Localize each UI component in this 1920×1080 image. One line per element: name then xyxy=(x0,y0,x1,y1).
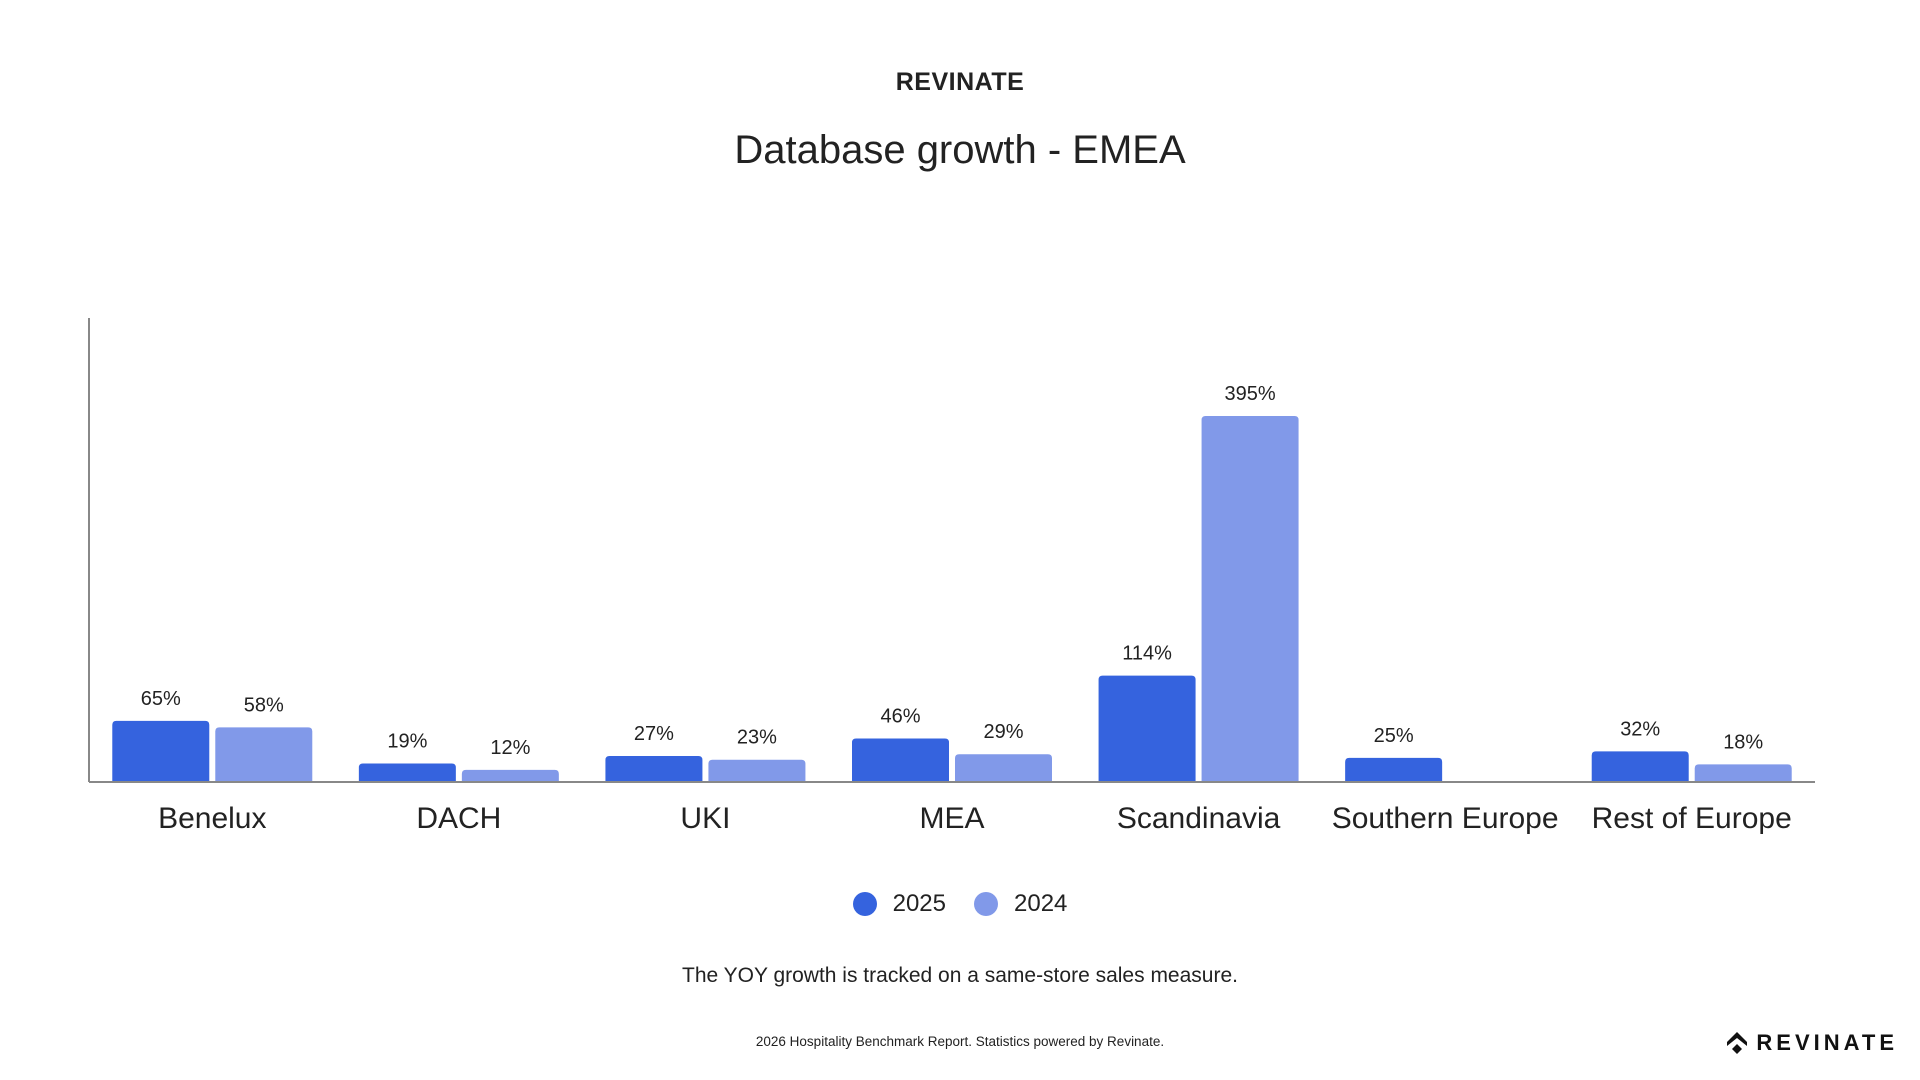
revinate-logo: REVINATE xyxy=(1726,1030,1898,1056)
bar-rest-of-europe-2025[interactable] xyxy=(1591,751,1689,781)
value-label-benelux-2025: 65% xyxy=(141,688,181,710)
bar-uki-2024[interactable] xyxy=(708,759,806,781)
value-label-rest-of-europe-2025: 32% xyxy=(1620,718,1660,740)
category-label-uki: UKI xyxy=(680,802,730,835)
value-label-mea-2025: 46% xyxy=(880,705,920,727)
legend-item-2024[interactable]: 2024 xyxy=(974,890,1067,918)
bar-mea-2025[interactable] xyxy=(852,738,949,781)
chart-title: Database growth - EMEA xyxy=(734,128,1186,172)
bar-southern-europe-2025[interactable] xyxy=(1345,757,1443,781)
brand-heading: REVINATE xyxy=(895,68,1025,96)
category-label-dach: DACH xyxy=(416,802,501,835)
value-label-mea-2024: 29% xyxy=(983,721,1023,743)
value-labels-layer: 65% 58% 19% 12% 27% 23% 46% 29% 114% 395% 25% 32% 18… xyxy=(141,383,1764,759)
value-label-uki-2024: 23% xyxy=(737,727,777,749)
bar-scandinavia-2024[interactable] xyxy=(1201,416,1299,781)
bar-uki-2025[interactable] xyxy=(605,756,703,781)
value-label-dach-2024: 12% xyxy=(490,737,530,759)
value-label-southern-europe-2025: 25% xyxy=(1374,725,1414,747)
category-label-scandinavia: Scandinavia xyxy=(1117,802,1281,835)
category-labels-layer: Benelux DACH UKI MEA Scandinavia Southern Eur… xyxy=(158,802,1792,835)
bars-layer xyxy=(112,416,1792,781)
bar-benelux-2024[interactable] xyxy=(215,727,313,781)
bar-dach-2025[interactable] xyxy=(358,763,456,781)
revinate-logo-icon xyxy=(1727,1032,1748,1054)
bar-chart: 65% 58% 19% 12% 27% 23% 46% 29% 114% 395% 25% 32% 18… xyxy=(88,318,1815,835)
category-label-benelux: Benelux xyxy=(158,802,266,835)
legend-item-2025[interactable]: 2025 xyxy=(852,890,946,918)
bar-scandinavia-2025[interactable] xyxy=(1098,675,1196,781)
value-label-uki-2025: 27% xyxy=(634,723,674,745)
logo-wordmark: REVINATE xyxy=(1756,1030,1898,1055)
value-label-scandinavia-2024: 395% xyxy=(1224,383,1275,405)
legend-label-2025: 2025 xyxy=(892,890,946,917)
legend: 2025 2024 xyxy=(0,890,1920,918)
category-label-rest-of-europe: Rest of Europe xyxy=(1592,802,1792,835)
footer-text: 2026 Hospitality Benchmark Report. Stati… xyxy=(755,1034,1165,1049)
value-label-dach-2025: 19% xyxy=(387,730,427,752)
chart-note: The YOY growth is tracked on a same-stor… xyxy=(682,964,1238,987)
legend-dot-2025-icon xyxy=(852,892,877,916)
bar-mea-2024[interactable] xyxy=(955,754,1052,781)
legend-dot-2024-icon xyxy=(974,892,998,916)
value-label-scandinavia-2025: 114% xyxy=(1122,643,1172,665)
legend-label-2024: 2024 xyxy=(1014,890,1068,917)
value-label-rest-of-europe-2024: 18% xyxy=(1723,731,1763,753)
bar-dach-2024[interactable] xyxy=(461,769,559,781)
bar-rest-of-europe-2024[interactable] xyxy=(1694,764,1792,781)
category-label-southern-europe: Southern Europe xyxy=(1332,802,1559,835)
value-label-benelux-2024: 58% xyxy=(244,694,284,716)
bar-benelux-2025[interactable] xyxy=(112,720,210,781)
category-label-mea: MEA xyxy=(919,802,984,835)
